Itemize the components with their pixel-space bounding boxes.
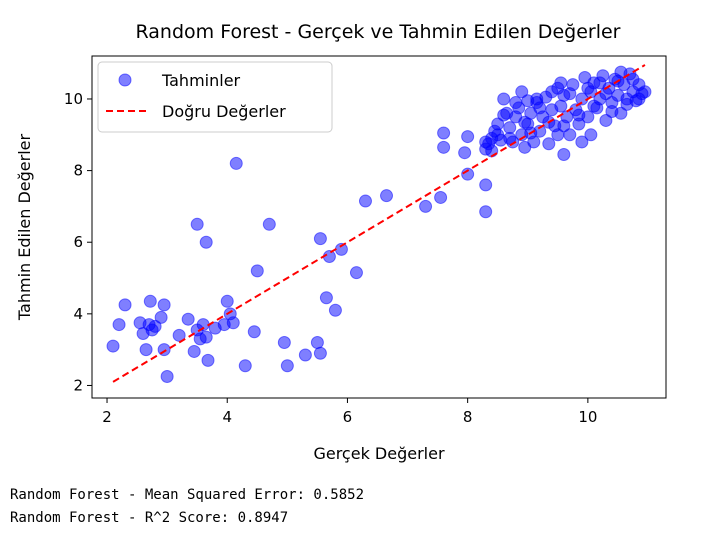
scatter-point [277,335,291,349]
scatter-point [358,194,372,208]
scatter-point [626,72,640,86]
scatter-point [148,319,162,333]
y-tick-label: 8 [73,162,83,180]
scatter-point [599,113,613,127]
scatter-point [190,217,204,231]
scatter-point [201,353,215,367]
legend-label-predictions: Tahminler [161,71,241,90]
y-tick-label: 4 [73,305,83,323]
legend: Tahminler Doğru Değerler [97,61,333,133]
scatter-point [313,346,327,360]
scatter-point [349,266,363,280]
scatter-point [238,359,252,373]
scatter-point [518,115,532,129]
scatter-point [143,294,157,308]
y-tick-label: 2 [73,376,83,394]
mse-output-line: Random Forest - Mean Squared Error: 0.58… [10,487,365,503]
y-tick-label: 10 [64,90,83,108]
scatter-point [298,348,312,362]
scatter-point [563,87,577,101]
scatter-point [280,359,294,373]
x-tick-label: 6 [343,408,353,426]
scatter-point [313,232,327,246]
scatter-point [226,316,240,330]
scatter-point [199,235,213,249]
scatter-point [310,335,324,349]
scatter-point [605,105,619,119]
scatter-point [187,344,201,358]
scatter-chart: Random Forest - Gerçek ve Tahmin Edilen … [15,21,667,463]
console-output: Random Forest - Mean Squared Error: 0.58… [10,484,364,530]
scatter-point [181,312,195,326]
scatter-point [587,99,601,113]
scatter-point [497,92,511,106]
y-tick-label: 6 [73,233,83,251]
scatter-point [545,85,559,99]
scatter-point [106,339,120,353]
reference-line [112,64,646,383]
scatter-point [160,370,174,384]
x-tick-label: 2 [102,408,112,426]
scatter-point [515,85,529,99]
scatter-point [554,76,568,90]
scatter-point [262,217,276,231]
scatter-point [199,330,213,344]
scatter-point [584,128,598,142]
scatter-point [632,92,646,106]
scatter-point [503,121,517,135]
scatter-point [572,108,586,122]
scatter-point [479,205,493,219]
scatter-point [437,140,451,154]
r2-output-line: Random Forest - R^2 Score: 0.8947 [10,510,289,526]
legend-marker-predictions [118,73,132,87]
scatter-point [482,137,496,151]
scatter-point [157,343,171,357]
legend-label-reference-line: Doğru Değerler [162,102,286,121]
x-tick-label: 8 [463,408,473,426]
scatter-point [319,291,333,305]
scatter-point [328,303,342,317]
legend-box [97,61,333,133]
scatter-point [118,298,132,312]
scatter-point [500,106,514,120]
scatter-point [220,294,234,308]
x-tick-label: 10 [578,408,597,426]
plot-frame [91,55,667,399]
scatter-point [247,325,261,339]
scatter-point [479,178,493,192]
scatter-point [458,146,472,160]
scatter-point [229,156,243,170]
scatter-point [557,147,571,161]
scatter-point [554,99,568,113]
x-tick-label: 4 [222,408,232,426]
scatter-point [154,310,168,324]
scatter-point [509,96,523,110]
y-axis-label: Tahmin Edilen Değerler [15,134,34,322]
chart-title: Random Forest - Gerçek ve Tahmin Edilen … [136,21,621,43]
scatter-point [488,124,502,138]
scatter-point [542,137,556,151]
scatter-point [419,199,433,213]
scatter-point [250,264,264,278]
scatter-point [434,190,448,204]
scatter-point [461,130,475,144]
scatter-point [575,135,589,149]
scatter-point [112,318,126,332]
x-axis-label: Gerçek Değerler [313,444,444,463]
scatter-point [461,167,475,181]
scatter-point [581,81,595,95]
scatter-point [557,119,571,133]
scatter-point [380,189,394,203]
scatter-point [563,128,577,142]
scatter-point [593,76,607,90]
scatter-point [139,343,153,357]
scatter-point [530,92,544,106]
scatter-point [157,298,171,312]
scatter-point [620,97,634,111]
scatter-point [437,126,451,140]
scatter-point [599,87,613,101]
